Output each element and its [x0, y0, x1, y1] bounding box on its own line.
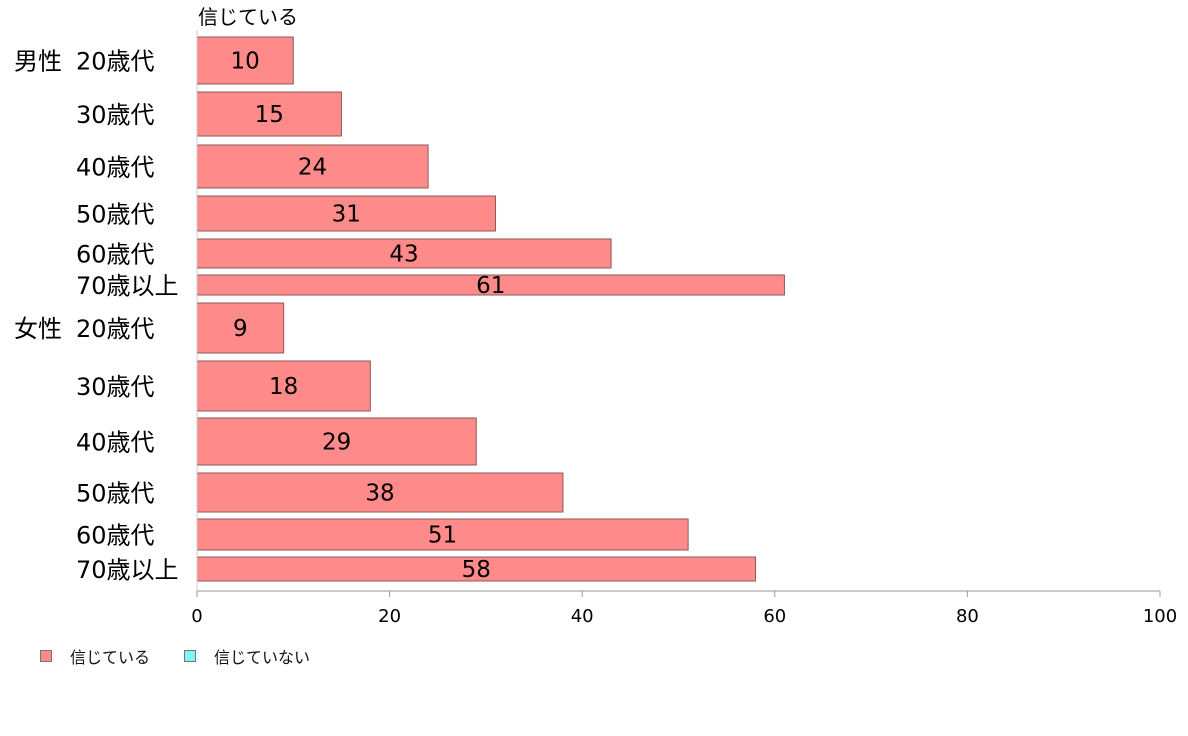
value-label: 61	[476, 273, 505, 299]
legend-label-not-believe: 信じていない	[214, 648, 311, 667]
category-label: 20歳代	[76, 315, 155, 343]
value-label: 38	[365, 481, 394, 507]
value-label: 15	[255, 102, 284, 128]
x-tick-label: 40	[571, 606, 594, 627]
group-label: 女性	[14, 315, 62, 343]
legend-label-believe: 信じている	[70, 648, 151, 667]
group-label: 男性	[14, 48, 62, 76]
bar-female-4	[196, 518, 689, 551]
category-label: 20歳代	[76, 48, 155, 76]
value-label: 58	[462, 557, 491, 583]
value-label: 24	[298, 155, 327, 181]
category-label: 40歳代	[76, 429, 155, 457]
bar-male-0	[196, 36, 294, 85]
legend-item-not-believe: 信じていない	[184, 644, 310, 668]
value-label: 31	[332, 202, 361, 228]
category-label: 70歳以上	[76, 272, 179, 300]
legend: 信じている 信じていない	[40, 644, 344, 668]
category-label: 30歳代	[76, 373, 155, 401]
value-label: 10	[231, 49, 260, 75]
category-label: 50歳代	[76, 480, 155, 508]
bar-male-1	[196, 91, 342, 137]
x-tick-label: 100	[1143, 606, 1177, 627]
x-tick-label: 20	[378, 606, 401, 627]
category-label: 60歳代	[76, 241, 155, 269]
category-label: 30歳代	[76, 101, 155, 129]
value-label: 51	[428, 523, 457, 549]
legend-item-believe: 信じている	[40, 644, 150, 668]
value-label: 43	[389, 242, 418, 268]
category-label: 70歳以上	[76, 556, 179, 584]
bar-female-0	[196, 302, 285, 354]
category-label: 50歳代	[76, 201, 155, 229]
bar-male-4	[196, 238, 612, 269]
labels-layer: 1020歳代男性1530歳代2440歳代3150歳代4360歳代6170歳以上9…	[14, 48, 505, 585]
series-caption: 信じている	[198, 5, 298, 29]
value-label: 9	[233, 316, 248, 342]
category-label: 60歳代	[76, 522, 155, 550]
bar-male-2	[196, 144, 429, 189]
value-label: 29	[322, 430, 351, 456]
x-tick-label: 80	[956, 606, 979, 627]
category-label: 40歳代	[76, 154, 155, 182]
x-axis: 0 20 40 60 80 100	[191, 30, 1177, 627]
value-label: 18	[269, 374, 298, 400]
bar-female-1	[196, 360, 371, 412]
x-tick-label: 0	[191, 606, 202, 627]
legend-swatch-not-believe	[184, 650, 197, 662]
legend-swatch-believe	[40, 650, 52, 662]
bars-layer	[196, 36, 785, 582]
bar-male-3	[196, 195, 497, 232]
x-tick-label: 60	[763, 606, 786, 627]
